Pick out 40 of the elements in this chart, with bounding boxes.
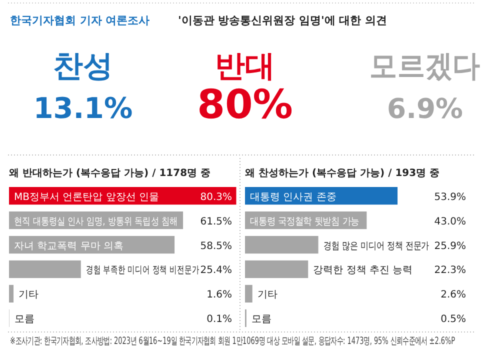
- data-label: 25.4%: [200, 265, 232, 276]
- data-label: 53.9%: [434, 192, 466, 203]
- data-label: 58.5%: [200, 240, 232, 252]
- bar: [9, 260, 81, 278]
- y-tick-label: 대통령 국정철학 뒷받침 가능: [250, 216, 360, 228]
- data-label: 13.1%: [33, 91, 133, 125]
- y-tick-label: MB정부서 언론탄압 앞장선 인물: [14, 192, 160, 203]
- text: 한국기자협회 기자 여론조사: [10, 14, 150, 27]
- bar: [245, 236, 318, 254]
- y-tick-label: 강력한 정책 추진 능력: [313, 265, 413, 276]
- data-label: 43.0%: [434, 216, 466, 228]
- y-tick-label: 대통령 인사권 존중: [250, 192, 336, 203]
- data-label: 22.3%: [434, 265, 466, 276]
- y-tick-label: 모름: [14, 314, 34, 326]
- y-tick-label: 경험 부족한 미디어 정책 비전문가: [86, 265, 200, 277]
- category-label: 찬성: [53, 49, 113, 84]
- text: '이동관 방송통신위원장 임명'에 대한 의견: [178, 14, 388, 27]
- chart-title: 왜 찬성하는가 (복수응답 가능) / 193명 중: [245, 168, 440, 179]
- bar: [245, 260, 308, 278]
- y-tick-label: 자녀 학교폭력 무마 의혹: [14, 240, 124, 252]
- data-label: 1.6%: [206, 290, 232, 301]
- data-label: 2.6%: [440, 290, 466, 301]
- data-label: 6.9%: [387, 94, 463, 125]
- y-tick-label: 경험 많은 미디어 정책 전문가: [323, 241, 430, 252]
- y-tick-label: 기타: [257, 290, 278, 301]
- chart-title: 왜 반대하는가 (복수응답 가능) / 1178명 중: [9, 168, 211, 179]
- data-label: 61.5%: [200, 216, 232, 228]
- y-tick-label: 모름: [251, 314, 272, 326]
- bar: [245, 284, 252, 303]
- category-label: 모르겠다: [370, 48, 480, 84]
- y-tick-label: 현직 대통령실 인사 임명, 방통위 독립성 침해: [14, 216, 178, 228]
- text: ※조사기관: 한국기자협회, 조사방법: 2023년 6월16~19일 한국기자협회 회원 1만1069명 대상 모바일 설문, 응답자수: 1473명, 95% 신뢰수준에서 ±2.6%P: [10, 334, 456, 346]
- data-label: 0.1%: [206, 314, 232, 326]
- data-label: 0.5%: [440, 314, 466, 326]
- category-label: 반대: [215, 49, 275, 84]
- data-label: 25.9%: [434, 240, 466, 252]
- data-label: 80.3%: [200, 192, 232, 203]
- data-label: 80%: [197, 82, 293, 128]
- bar: [9, 284, 14, 303]
- y-tick-label: 기타: [18, 290, 39, 301]
